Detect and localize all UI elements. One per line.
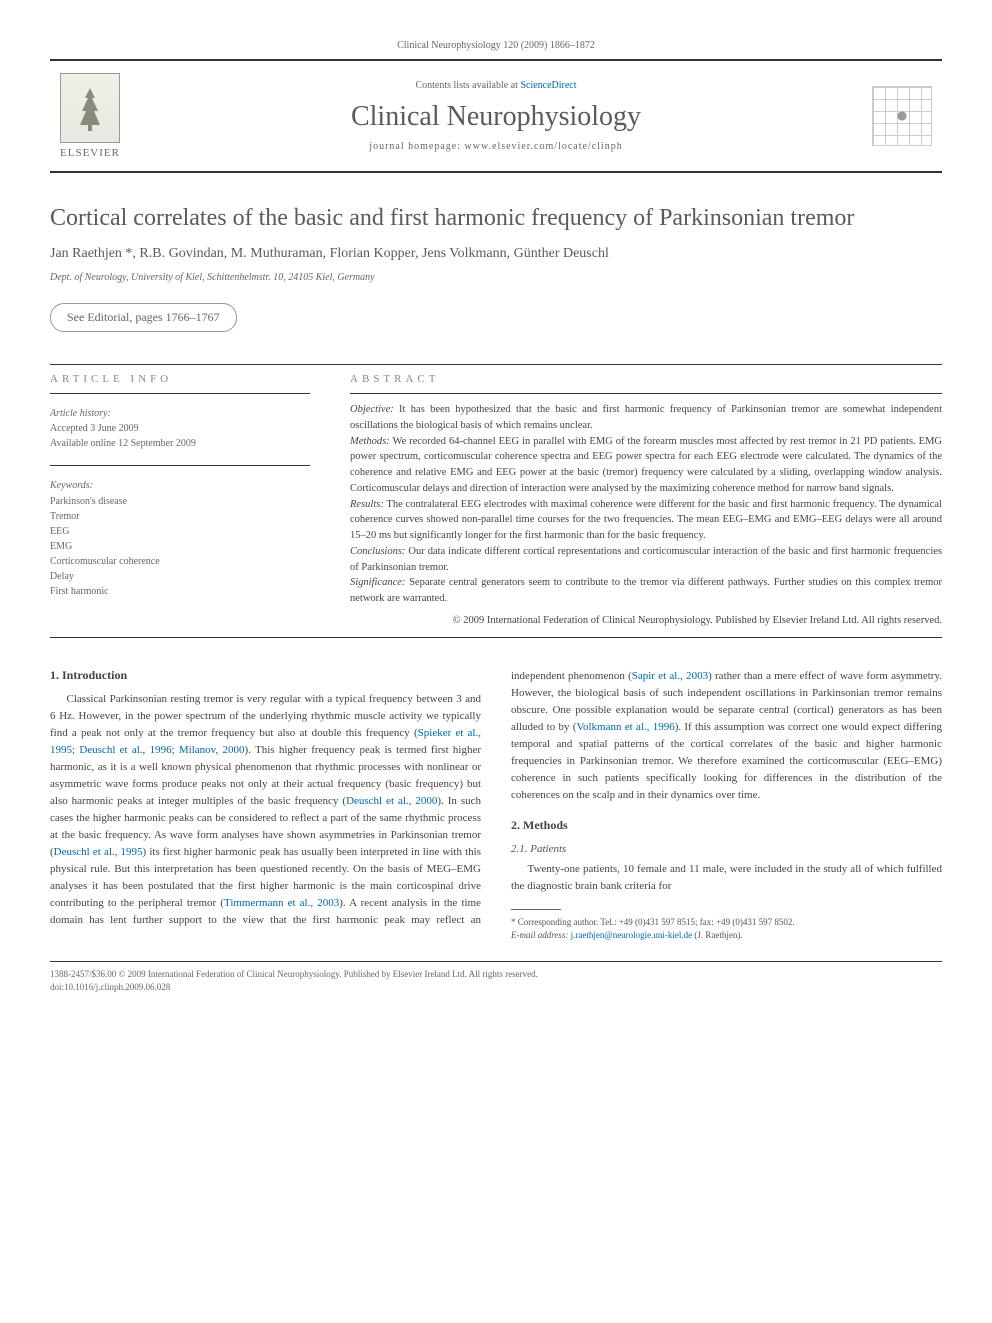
header-center: Contents lists available at ScienceDirec…: [130, 80, 862, 152]
keywords-label: Keywords:: [50, 480, 310, 491]
journal-meta: Clinical Neurophysiology 120 (2009) 1866…: [50, 40, 942, 51]
divider: [50, 364, 942, 365]
article-history-label: Article history:: [50, 408, 310, 419]
contents-prefix: Contents lists available at: [415, 80, 520, 91]
affiliation: Dept. of Neurology, University of Kiel, …: [50, 272, 942, 283]
accepted-date: Accepted 3 June 2009: [50, 422, 310, 437]
journal-header: ELSEVIER Contents lists available at Sci…: [50, 59, 942, 173]
abstract-heading: ABSTRACT: [350, 373, 942, 385]
keyword: EMG: [50, 539, 310, 554]
abstract-methods: We recorded 64-channel EEG in parallel w…: [350, 436, 942, 494]
citation-link[interactable]: Deuschl et al., 1995: [54, 846, 143, 858]
methods-heading: 2. Methods: [511, 818, 942, 833]
citation-link[interactable]: Sapir et al., 2003: [632, 670, 708, 682]
divider: [50, 637, 942, 638]
intro-heading: 1. Introduction: [50, 668, 481, 683]
publisher-name: ELSEVIER: [60, 147, 120, 159]
abstract-results-label: Results:: [350, 499, 384, 510]
abstract-significance-label: Significance:: [350, 577, 405, 588]
article-info-column: ARTICLE INFO Article history: Accepted 3…: [50, 373, 310, 629]
sciencedirect-link[interactable]: ScienceDirect: [520, 80, 576, 91]
editorial-reference-box: See Editorial, pages 1766–1767: [50, 303, 237, 332]
journal-name: Clinical Neurophysiology: [130, 101, 862, 133]
abstract-objective: It has been hypothesized that the basic …: [350, 404, 942, 431]
body-text-run: Classical Parkinsonian resting tremor is…: [50, 693, 481, 739]
contents-available-line: Contents lists available at ScienceDirec…: [130, 80, 862, 91]
citation-link[interactable]: Timmermann et al., 2003: [224, 897, 339, 909]
abstract-results: The contralateral EEG electrodes with ma…: [350, 499, 942, 542]
journal-homepage: journal homepage: www.elsevier.com/locat…: [130, 141, 862, 152]
footnote-email-link[interactable]: j.raethjen@neurologie.uni-kiel.de: [571, 930, 693, 940]
keyword: Tremor: [50, 509, 310, 524]
footnote-corr: * Corresponding author. Tel.: +49 (0)431…: [511, 916, 942, 929]
citation-link[interactable]: Volkmann et al., 1996: [576, 721, 674, 733]
footnote-email-label: E-mail address:: [511, 930, 568, 940]
online-date: Available online 12 September 2009: [50, 437, 310, 452]
footnote-separator: [511, 909, 561, 910]
info-abstract-row: ARTICLE INFO Article history: Accepted 3…: [50, 373, 942, 629]
footnote-email-suffix: (J. Raethjen).: [692, 930, 742, 940]
abstract-conclusions: Our data indicate different cortical rep…: [350, 546, 942, 573]
corresponding-author-footnote: * Corresponding author. Tel.: +49 (0)431…: [511, 916, 942, 941]
abstract-column: ABSTRACT Objective: It has been hypothes…: [350, 373, 942, 629]
abstract-objective-label: Objective:: [350, 404, 394, 415]
article-body: 1. Introduction Classical Parkinsonian r…: [50, 668, 942, 942]
footer-separator: [50, 961, 942, 962]
keyword: EEG: [50, 524, 310, 539]
elsevier-tree-icon: [60, 73, 120, 143]
article-title: Cortical correlates of the basic and fir…: [50, 203, 942, 234]
abstract-methods-label: Methods:: [350, 436, 390, 447]
abstract-significance: Separate central generators seem to cont…: [350, 577, 942, 604]
keyword: Parkinson's disease: [50, 494, 310, 509]
keyword: Corticomuscular coherence: [50, 554, 310, 569]
authors: Jan Raethjen *, R.B. Govindan, M. Muthur…: [50, 246, 942, 262]
patients-subheading: 2.1. Patients: [511, 843, 942, 855]
citation-link[interactable]: Deuschl et al., 2000: [346, 795, 437, 807]
keyword: First harmonic: [50, 584, 310, 599]
footer-copyright: 1388-2457/$36.00 © 2009 International Fe…: [50, 968, 942, 981]
intro-paragraph: Classical Parkinsonian resting tremor is…: [50, 668, 942, 942]
abstract-copyright: © 2009 International Federation of Clini…: [350, 613, 942, 629]
abstract-conclusions-label: Conclusions:: [350, 546, 405, 557]
keyword: Delay: [50, 569, 310, 584]
journal-cover-icon: [862, 86, 942, 146]
abstract-body: Objective: It has been hypothesized that…: [350, 402, 942, 629]
patients-paragraph: Twenty-one patients, 10 female and 11 ma…: [511, 861, 942, 895]
article-info-heading: ARTICLE INFO: [50, 373, 310, 385]
footer-doi: doi:10.1016/j.clinph.2009.06.028: [50, 981, 942, 994]
publisher-logo-block: ELSEVIER: [50, 73, 130, 159]
